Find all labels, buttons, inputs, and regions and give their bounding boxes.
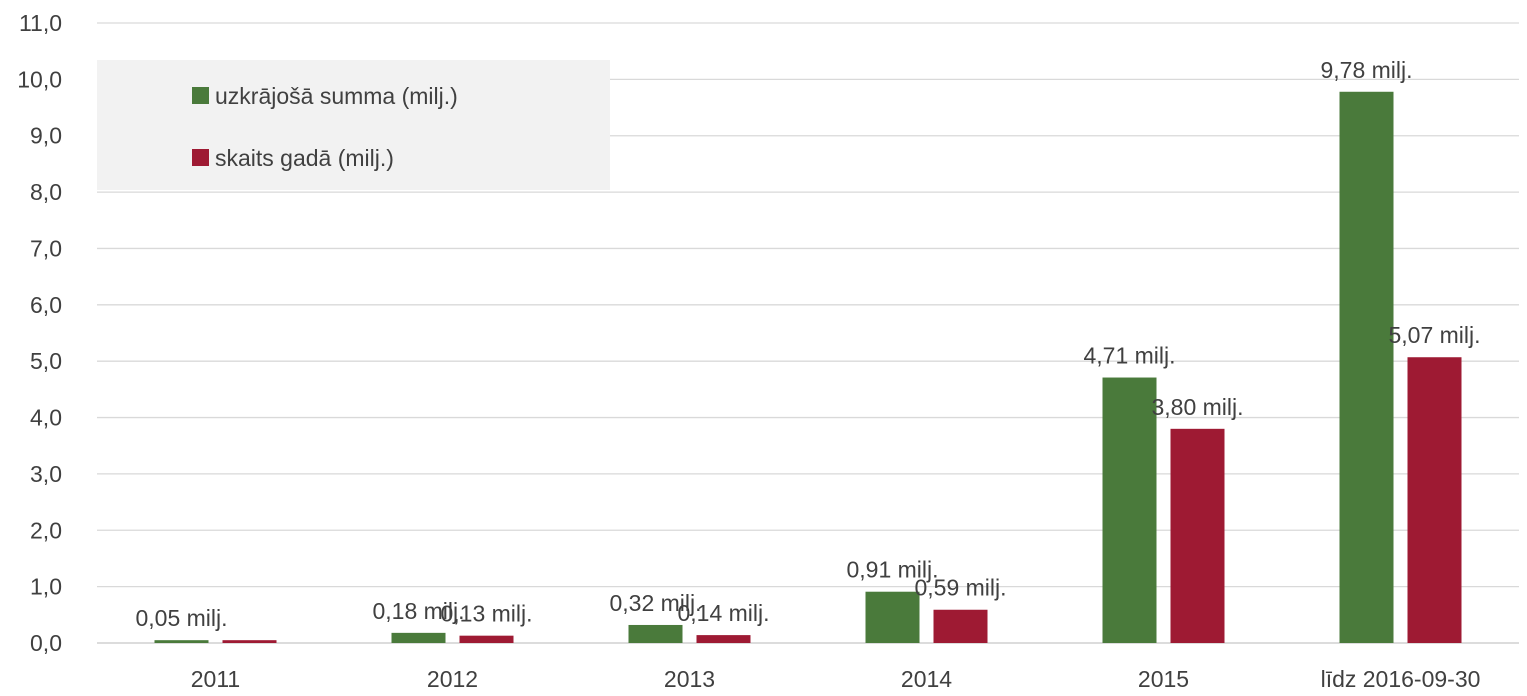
data-label: 0,14 milj.: [677, 600, 769, 626]
legend-label-uzkrajosa: uzkrājošā summa (milj.): [215, 83, 458, 109]
x-tick-label: līdz 2016-09-30: [1321, 666, 1481, 692]
bar-skaits-5: [1407, 357, 1462, 643]
y-tick-label: 5,0: [30, 348, 62, 374]
bar-uzkrajosa-1: [391, 632, 446, 643]
legend-background: [97, 60, 610, 190]
x-tick-label: 2014: [901, 666, 952, 692]
x-tick-label: 2011: [191, 666, 240, 692]
data-label: 0,91 milj.: [846, 557, 938, 583]
y-tick-label: 4,0: [30, 405, 62, 431]
data-label: 0,18 milj.: [372, 598, 464, 624]
bar-skaits-3: [933, 609, 988, 643]
bar-uzkrajosa-3: [865, 591, 920, 643]
y-tick-label: 2,0: [30, 517, 62, 543]
y-tick-label: 9,0: [30, 123, 62, 149]
bar-skaits-2: [696, 635, 751, 643]
legend: uzkrājošā summa (milj.) skaits gadā (mil…: [97, 60, 610, 190]
y-tick-label: 7,0: [30, 235, 62, 261]
bar-uzkrajosa-0: [154, 640, 209, 643]
bars: [154, 91, 1462, 644]
bar-uzkrajosa-4: [1102, 377, 1157, 643]
data-label: 3,80 milj.: [1151, 394, 1243, 420]
x-tick-label: 2013: [664, 666, 715, 692]
data-label: 9,78 milj.: [1320, 57, 1412, 83]
data-label: 4,71 milj.: [1083, 343, 1175, 369]
bar-skaits-0: [222, 640, 277, 643]
legend-swatch-skaits: [192, 149, 209, 166]
y-tick-label: 10,0: [17, 66, 62, 92]
legend-swatch-uzkrajosa: [192, 87, 209, 104]
data-label: 0,32 milj.: [609, 590, 701, 616]
y-tick-label: 1,0: [30, 574, 62, 600]
y-tick-label: 6,0: [30, 292, 62, 318]
y-tick-label: 0,0: [30, 630, 62, 656]
x-axis: 2011 2012 2013 2014 2015 līdz 2016-09-30: [191, 666, 1481, 692]
y-tick-label: 8,0: [30, 179, 62, 205]
bar-uzkrajosa-5: [1339, 91, 1394, 644]
data-labels: 0,05 milj. 0,18 milj.0,13 milj. 0,32 milj.…: [135, 57, 1480, 631]
y-tick-label: 11,0: [19, 10, 62, 36]
bar-skaits-4: [1170, 428, 1225, 643]
y-axis: 0,0 1,0 2,0 3,0 4,0 5,0 6,0 7,0 8,0 9,0 10,0 11,0: [17, 10, 62, 656]
x-tick-label: 2012: [427, 666, 478, 692]
legend-label-skaits: skaits gadā (milj.): [215, 145, 394, 171]
x-tick-label: 2015: [1138, 666, 1189, 692]
bar-uzkrajosa-2: [628, 624, 683, 643]
data-label: 0,05 milj.: [135, 605, 227, 631]
data-label: 0,13 milj.: [440, 601, 532, 627]
data-label: 5,07 milj.: [1388, 322, 1480, 348]
y-tick-label: 3,0: [30, 461, 62, 487]
data-label: 0,59 milj.: [914, 575, 1006, 601]
bar-skaits-1: [459, 635, 514, 643]
